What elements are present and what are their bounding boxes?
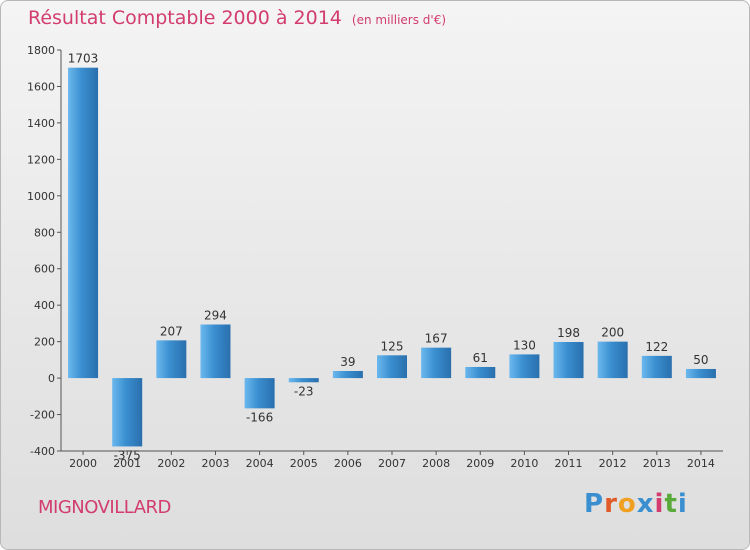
data-label: 1703 — [68, 52, 99, 66]
chart-title: Résultat Comptable 2000 à 2014 (en millie… — [28, 7, 446, 29]
data-label: 50 — [693, 353, 708, 367]
bar — [465, 366, 496, 379]
data-label: 39 — [340, 355, 355, 369]
x-tick-label: 2009 — [466, 457, 494, 470]
logo-letter: r — [604, 489, 618, 519]
logo-letter: t — [664, 489, 678, 519]
x-tick-label: 2010 — [510, 457, 538, 470]
y-tick-label: 1200 — [27, 153, 55, 166]
y-tick-label: 600 — [34, 263, 55, 276]
data-label: 294 — [204, 309, 227, 323]
y-tick-label: 1400 — [27, 117, 55, 130]
y-tick-label: 1600 — [27, 80, 55, 93]
data-label: 130 — [513, 338, 536, 352]
data-label: 207 — [160, 324, 183, 338]
y-tick-label: 1000 — [27, 190, 55, 203]
bar — [68, 67, 99, 379]
logo-letter: o — [617, 489, 637, 519]
bar — [377, 355, 407, 379]
bar — [156, 340, 187, 379]
data-label: 167 — [425, 332, 448, 346]
data-label: 125 — [381, 339, 404, 353]
x-tick-label: 2006 — [334, 457, 362, 470]
logo-letter: x — [636, 489, 655, 519]
x-tick-label: 2000 — [69, 457, 97, 470]
bar — [288, 378, 319, 383]
chart-subtitle: (en milliers d'€) — [351, 13, 447, 27]
bar — [244, 378, 275, 409]
bar — [421, 347, 452, 379]
bar — [200, 324, 231, 379]
bar — [641, 355, 672, 379]
data-label: -375 — [114, 448, 141, 462]
logo-letter: P — [584, 489, 605, 519]
x-tick-label: 2014 — [687, 457, 715, 470]
x-tick-label: 2007 — [378, 457, 406, 470]
bar — [332, 370, 363, 379]
y-tick-label: 0 — [48, 372, 55, 385]
proxiti-logo: Proxiti — [584, 489, 688, 519]
data-label: -166 — [246, 410, 273, 424]
logo-letter: i — [654, 489, 665, 519]
y-tick-label: 200 — [34, 336, 55, 349]
bar — [597, 341, 628, 379]
data-label: 61 — [473, 351, 488, 365]
x-tick-label: 2002 — [157, 457, 185, 470]
y-tick-label: 400 — [34, 299, 55, 312]
bar — [509, 354, 540, 379]
data-label: -23 — [294, 384, 314, 398]
bar — [112, 378, 143, 447]
x-tick-label: 2011 — [555, 457, 583, 470]
x-tick-label: 2001 — [113, 457, 141, 470]
y-tick-label: 800 — [34, 226, 55, 239]
data-label: 198 — [557, 326, 580, 340]
x-tick-label: 2005 — [290, 457, 318, 470]
x-tick-label: 2003 — [201, 457, 229, 470]
y-tick-label: -400 — [30, 445, 55, 458]
data-label: 200 — [601, 326, 624, 340]
y-tick-label: 1800 — [27, 44, 55, 57]
y-tick-label: -200 — [30, 409, 55, 422]
bar — [553, 342, 584, 379]
title-text: Résultat Comptable 2000 à 2014 — [28, 7, 342, 29]
data-label: 122 — [645, 340, 668, 354]
x-tick-label: 2013 — [643, 457, 671, 470]
logo-letter: i — [677, 489, 688, 519]
commune-name: MIGNOVILLARD — [38, 497, 171, 518]
x-tick-label: 2008 — [422, 457, 450, 470]
x-tick-label: 2012 — [599, 457, 627, 470]
x-tick-label: 2004 — [246, 457, 274, 470]
bar — [685, 368, 716, 379]
